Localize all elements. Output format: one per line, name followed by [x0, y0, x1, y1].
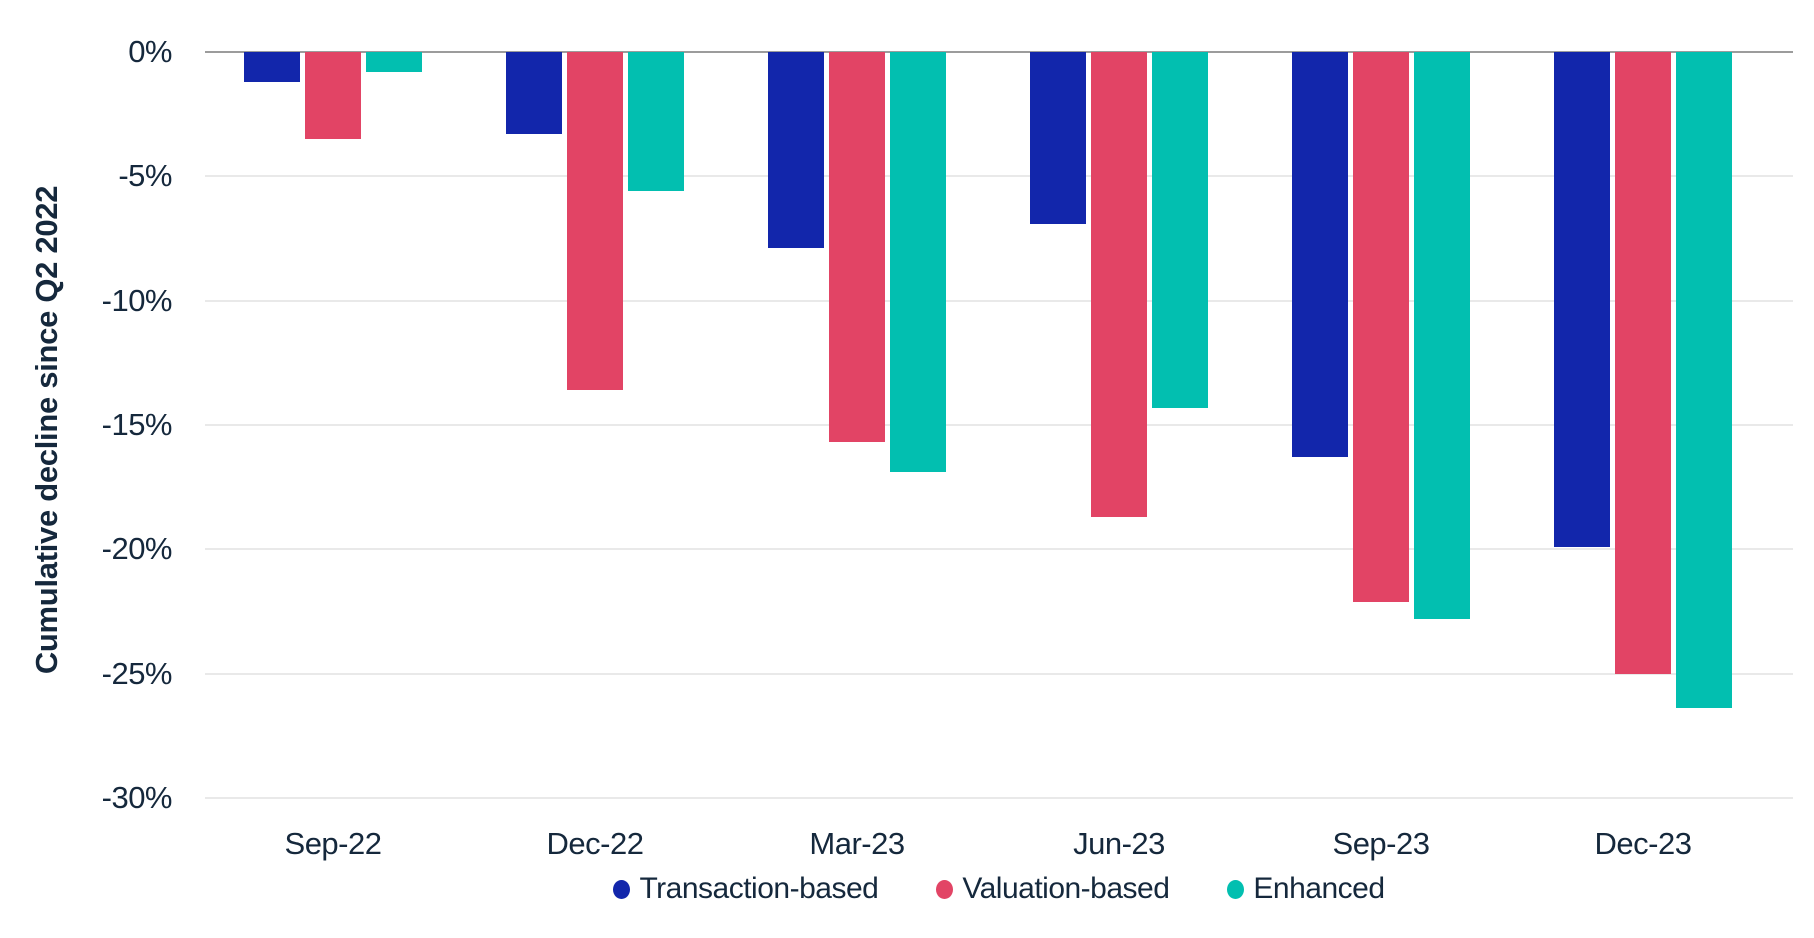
- x-axis-label: Sep-22: [284, 826, 382, 861]
- legend-item-transaction-based: Transaction-based: [613, 872, 879, 906]
- gridline: [205, 424, 1793, 426]
- gridline: [205, 797, 1793, 799]
- legend-item-enhanced: Enhanced: [1227, 872, 1385, 906]
- legend-dot-icon: [936, 879, 954, 899]
- bar-sep-22-transaction-based: [244, 52, 300, 82]
- legend-label: Transaction-based: [639, 872, 879, 905]
- x-axis-label: Dec-22: [546, 826, 644, 861]
- y-tick-label: 0%: [128, 34, 172, 69]
- bar-mar-23-valuation-based: [829, 52, 885, 442]
- x-axis-label: Sep-23: [1332, 826, 1430, 861]
- gridline: [205, 300, 1793, 302]
- bar-sep-23-valuation-based: [1353, 52, 1409, 602]
- plot-area: [205, 51, 1793, 799]
- y-tick-label: -15%: [101, 407, 173, 442]
- y-tick-label: -30%: [101, 780, 173, 815]
- x-axis-label: Dec-23: [1594, 826, 1692, 861]
- bar-jun-23-enhanced: [1152, 52, 1208, 408]
- legend: Transaction-based Valuation-based Enhanced: [205, 872, 1793, 906]
- legend-dot-icon: [613, 879, 631, 899]
- bar-sep-23-transaction-based: [1292, 52, 1348, 457]
- bar-sep-22-enhanced: [366, 52, 422, 72]
- x-axis-label: Jun-23: [1073, 826, 1165, 861]
- bar-mar-23-transaction-based: [768, 52, 824, 248]
- y-tick-label: -5%: [118, 158, 172, 193]
- bar-jun-23-transaction-based: [1030, 52, 1086, 224]
- bar-dec-22-transaction-based: [506, 52, 562, 134]
- bar-dec-23-enhanced: [1676, 52, 1732, 708]
- legend-dot-icon: [1227, 879, 1245, 899]
- legend-label: Valuation-based: [962, 872, 1170, 905]
- zero-gridline: [205, 51, 1793, 53]
- bar-sep-22-valuation-based: [305, 52, 361, 139]
- bar-jun-23-valuation-based: [1091, 52, 1147, 517]
- gridline: [205, 673, 1793, 675]
- legend-item-valuation-based: Valuation-based: [936, 872, 1170, 906]
- y-tick-label: -25%: [101, 656, 173, 691]
- bar-dec-22-valuation-based: [567, 52, 623, 390]
- bar-dec-23-transaction-based: [1554, 52, 1610, 547]
- bar-mar-23-enhanced: [890, 52, 946, 472]
- y-tick-label: -10%: [101, 283, 173, 318]
- bar-dec-23-valuation-based: [1615, 52, 1671, 674]
- x-axis-label: Mar-23: [809, 826, 905, 861]
- y-tick-label: -20%: [101, 531, 173, 566]
- gridline: [205, 548, 1793, 550]
- legend-label: Enhanced: [1253, 872, 1385, 905]
- bar-sep-23-enhanced: [1414, 52, 1470, 619]
- gridline: [205, 175, 1793, 177]
- bar-dec-22-enhanced: [628, 52, 684, 191]
